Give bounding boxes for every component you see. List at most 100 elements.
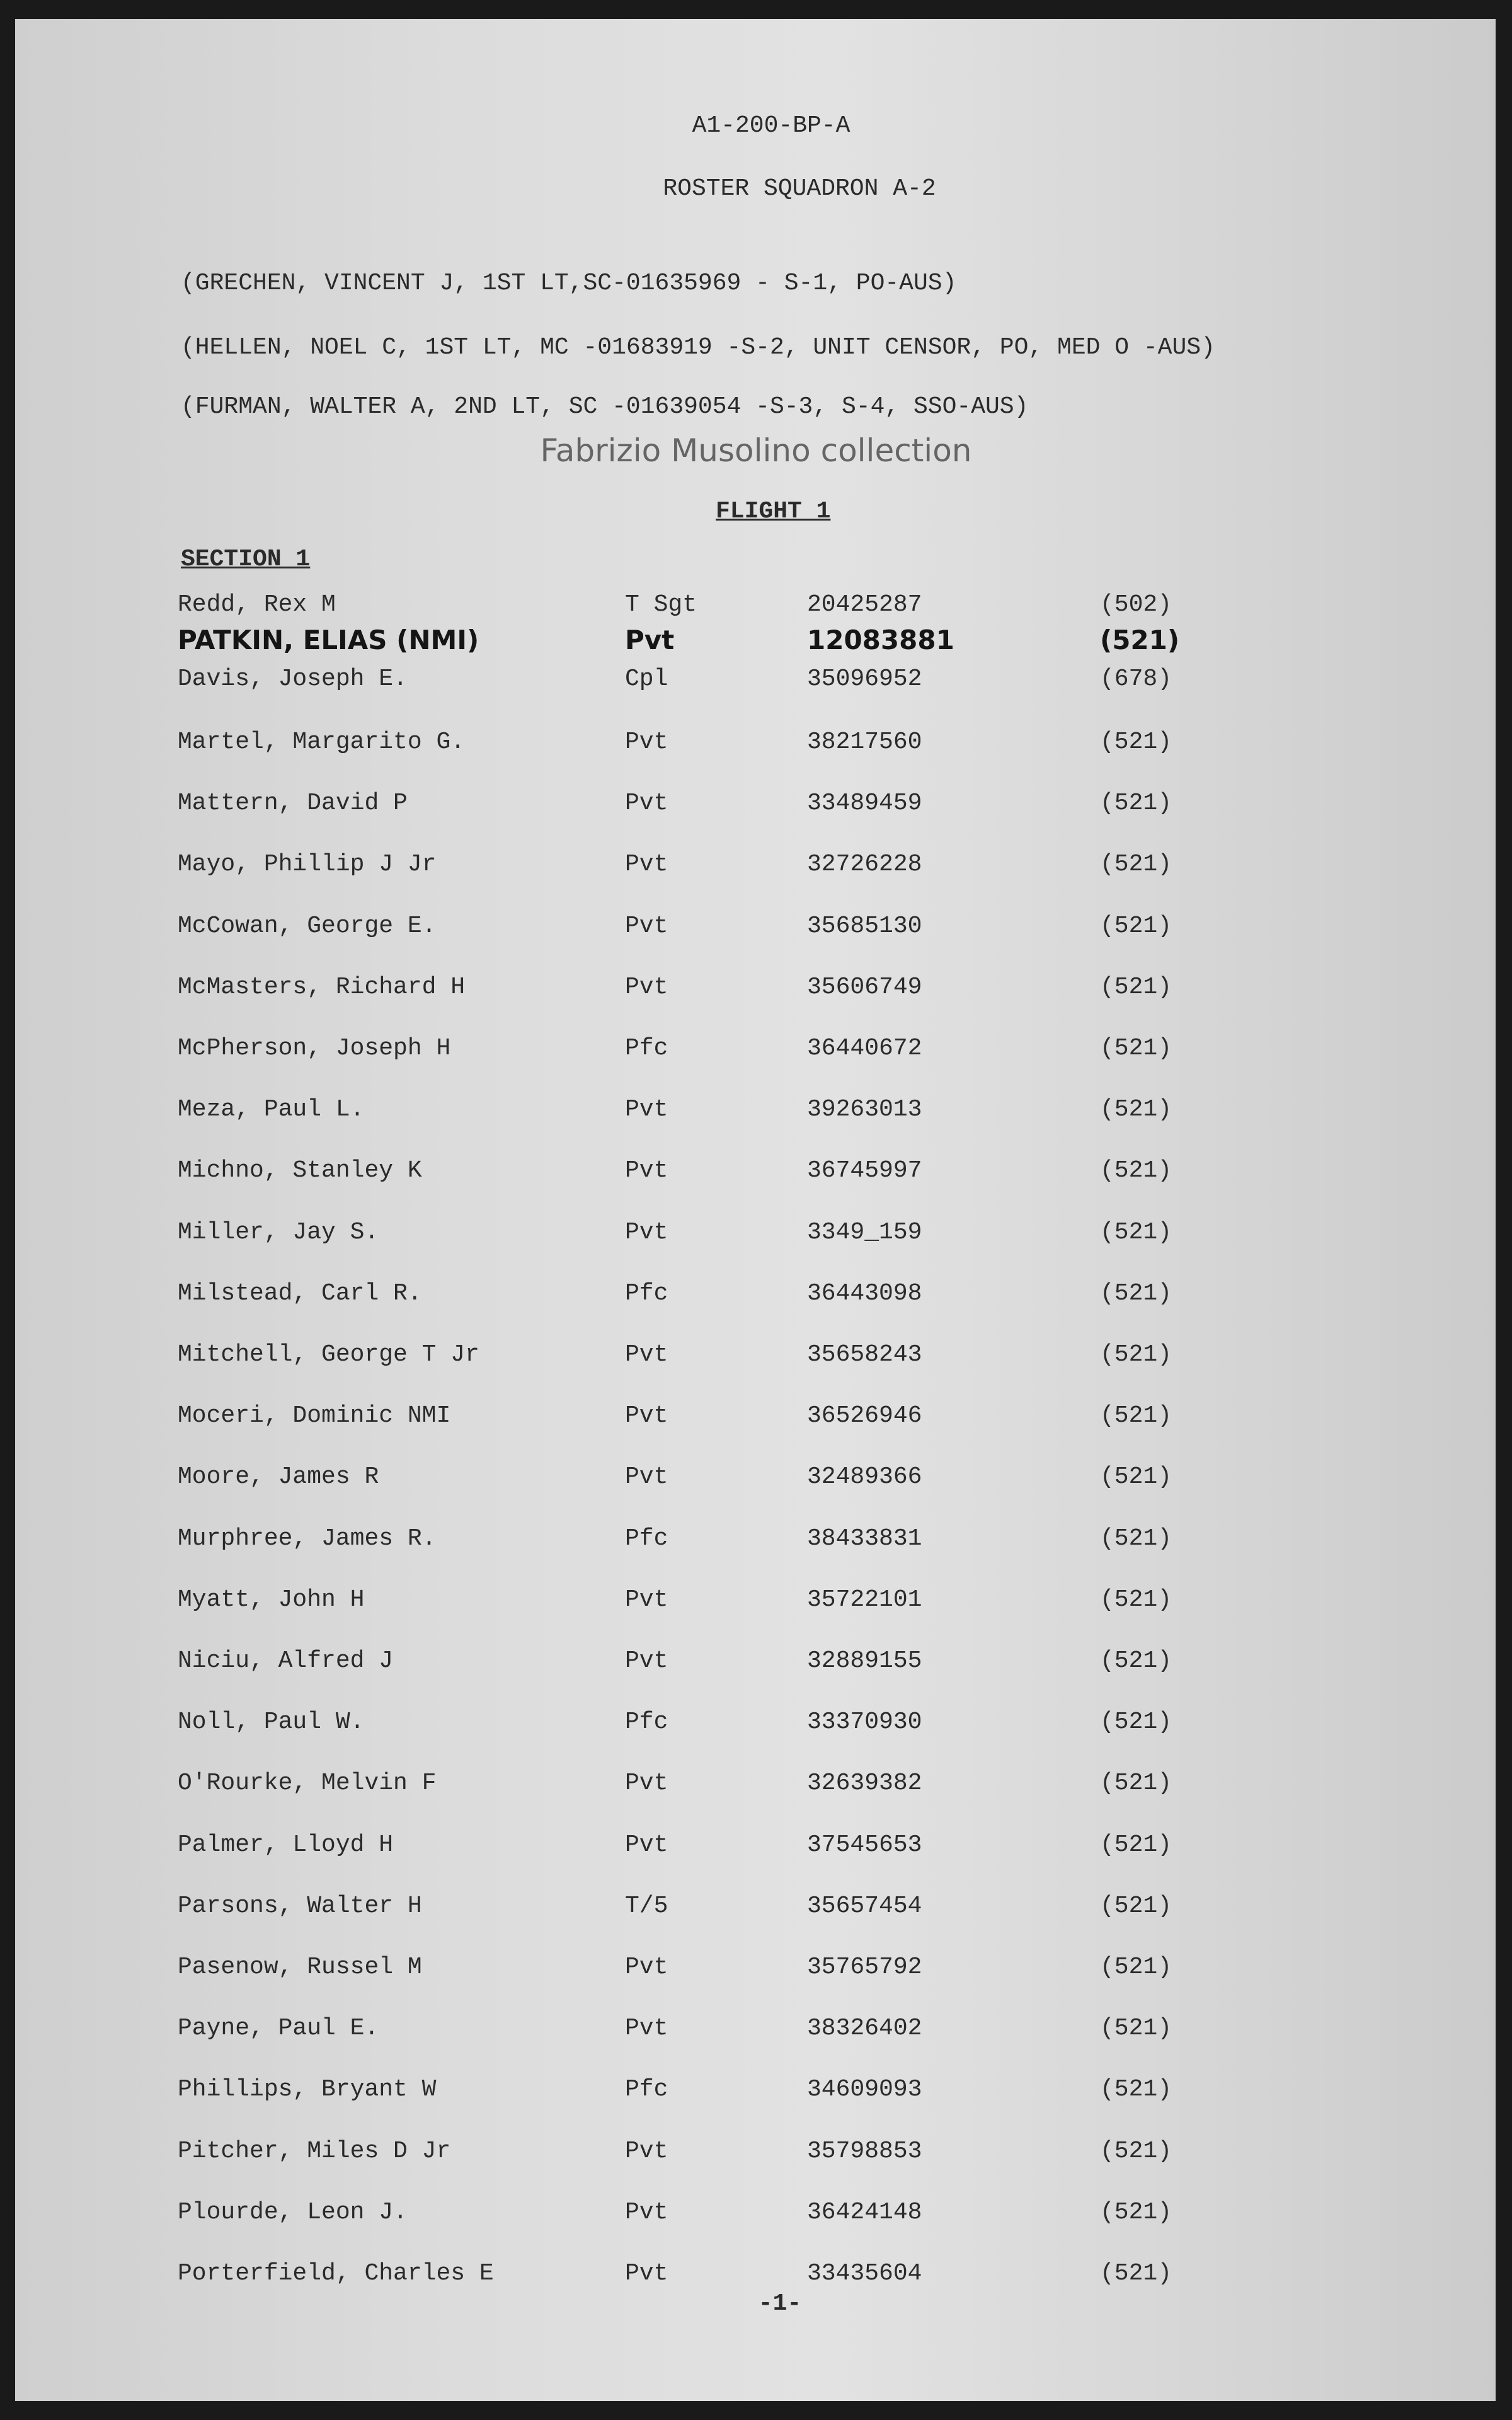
roster-name: McPherson, Joseph H: [178, 1035, 451, 1062]
roster-code: (521): [1100, 1157, 1172, 1185]
roster-rank: Pvt: [625, 1954, 668, 1981]
roster-row: McCowan, George E. Pvt 35685130 (521): [15, 913, 1496, 944]
roster-row: McPherson, Joseph H Pfc 36440672 (521): [15, 1035, 1496, 1066]
roster-code: (521): [1100, 1831, 1172, 1858]
roster-code: (521): [1100, 1524, 1172, 1552]
roster-row: Redd, Rex M T Sgt 20425287 (502): [15, 591, 1496, 623]
roster-serial: 35722101: [807, 1586, 922, 1613]
roster-name: Martel, Margarito G.: [178, 729, 466, 756]
officer-line: (FURMAN, WALTER A, 2ND LT, SC -01639054 …: [181, 393, 1029, 420]
roster-row: Palmer, Lloyd H Pvt 37545653 (521): [15, 1831, 1496, 1863]
roster-row: O'Rourke, Melvin F Pvt 32639382 (521): [15, 1770, 1496, 1801]
roster-code: (502): [1100, 591, 1172, 618]
roster-rank: Cpl: [625, 666, 668, 693]
roster-rank: Pvt: [625, 1157, 668, 1185]
roster-rank: Pvt: [625, 2137, 668, 2165]
roster-serial: 35798853: [807, 2137, 922, 2165]
roster-serial: 37545653: [807, 1831, 922, 1858]
roster-serial: 12083881: [807, 625, 954, 655]
roster-rank: Pvt: [625, 790, 668, 817]
roster-serial: 32889155: [807, 1647, 922, 1674]
roster-serial: 35657454: [807, 1892, 922, 1920]
roster-name: Mattern, David P: [178, 790, 408, 817]
roster-serial: 35765792: [807, 1954, 922, 1981]
roster-serial: 3349_159: [807, 1218, 922, 1246]
roster-row: Plourde, Leon J. Pvt 36424148 (521): [15, 2199, 1496, 2230]
roster-name: Mayo, Phillip J Jr: [178, 851, 437, 879]
roster-name: O'Rourke, Melvin F: [178, 1770, 437, 1797]
roster-code: (521): [1100, 1402, 1172, 1430]
roster-row: Mitchell, George T Jr Pvt 35658243 (521): [15, 1341, 1496, 1373]
section-heading: SECTION 1: [181, 546, 311, 573]
roster-rank: Pvt: [625, 973, 668, 1001]
roster-code: (521): [1100, 851, 1172, 879]
roster-row: Porterfield, Charles E Pvt 33435604 (521): [15, 2260, 1496, 2291]
roster-serial: 33370930: [807, 1708, 922, 1736]
roster-row: Murphree, James R. Pfc 38433831 (521): [15, 1525, 1496, 1557]
roster-name: Meza, Paul L.: [178, 1096, 365, 1124]
roster-row: Niciu, Alfred J Pvt 32889155 (521): [15, 1647, 1496, 1679]
roster-name: Myatt, John H: [178, 1586, 365, 1613]
roster-rank: Pvt: [625, 1770, 668, 1797]
roster-row: Noll, Paul W. Pfc 33370930 (521): [15, 1708, 1496, 1740]
roster-row: PATKIN, ELIAS (NMI) Pvt 12083881 (521): [15, 625, 1496, 657]
roster-row: Moceri, Dominic NMI Pvt 36526946 (521): [15, 1402, 1496, 1434]
roster-code: (521): [1100, 1708, 1172, 1736]
roster-serial: 39263013: [807, 1096, 922, 1124]
roster-rank: Pvt: [625, 2198, 668, 2226]
roster-serial: 36745997: [807, 1157, 922, 1185]
roster-serial: 20425287: [807, 591, 922, 618]
roster-rank: Pfc: [625, 1035, 668, 1062]
roster-code: (521): [1100, 2015, 1172, 2043]
roster-code: (521): [1100, 1218, 1172, 1246]
roster-serial: 34609093: [807, 2076, 922, 2104]
roster-code: (521): [1100, 2198, 1172, 2226]
roster-rank: Pvt: [625, 1586, 668, 1613]
roster-rank: Pvt: [625, 1463, 668, 1491]
roster-code: (521): [1100, 2260, 1172, 2287]
roster-row: Myatt, John H Pvt 35722101 (521): [15, 1586, 1496, 1618]
roster-name: Pitcher, Miles D Jr: [178, 2137, 451, 2165]
roster-rank: Pfc: [625, 1279, 668, 1307]
roster-rank: Pvt: [625, 851, 668, 879]
roster-rank: Pvt: [625, 912, 668, 940]
document-page: A1-200-BP-A ROSTER SQUADRON A-2 (GRECHEN…: [15, 19, 1496, 2401]
roster-code: (521): [1100, 2076, 1172, 2104]
roster-serial: 33435604: [807, 2260, 922, 2287]
roster-code: (521): [1100, 2137, 1172, 2165]
roster-rank: Pvt: [625, 1647, 668, 1674]
roster-rank: Pvt: [625, 1341, 668, 1368]
page-number: -1-: [758, 2290, 802, 2317]
roster-row: Phillips, Bryant W Pfc 34609093 (521): [15, 2076, 1496, 2107]
roster-code: (521): [1100, 1647, 1172, 1674]
roster-code: (521): [1100, 1035, 1172, 1062]
roster-rank: T Sgt: [625, 591, 697, 618]
roster-rank: Pfc: [625, 2076, 668, 2104]
roster-serial: 36443098: [807, 1279, 922, 1307]
roster-code: (521): [1100, 1770, 1172, 1797]
roster-code: (521): [1100, 790, 1172, 817]
file-code: A1-200-BP-A: [692, 112, 850, 139]
roster-code: (521): [1100, 1463, 1172, 1491]
roster-serial: 36424148: [807, 2198, 922, 2226]
roster-name: Payne, Paul E.: [178, 2015, 379, 2043]
roster-row: Miller, Jay S. Pvt 3349_159 (521): [15, 1219, 1496, 1250]
roster-row: Payne, Paul E. Pvt 38326402 (521): [15, 2015, 1496, 2046]
roster-row: Meza, Paul L. Pvt 39263013 (521): [15, 1096, 1496, 1127]
roster-row: Milstead, Carl R. Pfc 36443098 (521): [15, 1280, 1496, 1311]
roster-row: Mattern, David P Pvt 33489459 (521): [15, 790, 1496, 821]
roster-row: Pitcher, Miles D Jr Pvt 35798853 (521): [15, 2138, 1496, 2169]
roster-serial: 32726228: [807, 851, 922, 879]
roster-serial: 35658243: [807, 1341, 922, 1368]
roster-name: Plourde, Leon J.: [178, 2198, 408, 2226]
roster-rank: Pvt: [625, 1218, 668, 1246]
roster-rank: Pvt: [625, 1831, 668, 1858]
roster-rank: Pvt: [625, 2015, 668, 2043]
watermark: Fabrizio Musolino collection: [540, 432, 972, 469]
roster-code: (521): [1100, 1096, 1172, 1124]
roster-code: (521): [1100, 1279, 1172, 1307]
roster-rank: Pvt: [625, 1096, 668, 1124]
roster-code: (521): [1100, 912, 1172, 940]
roster-rank: Pvt: [625, 729, 668, 756]
roster-name: Niciu, Alfred J: [178, 1647, 394, 1674]
